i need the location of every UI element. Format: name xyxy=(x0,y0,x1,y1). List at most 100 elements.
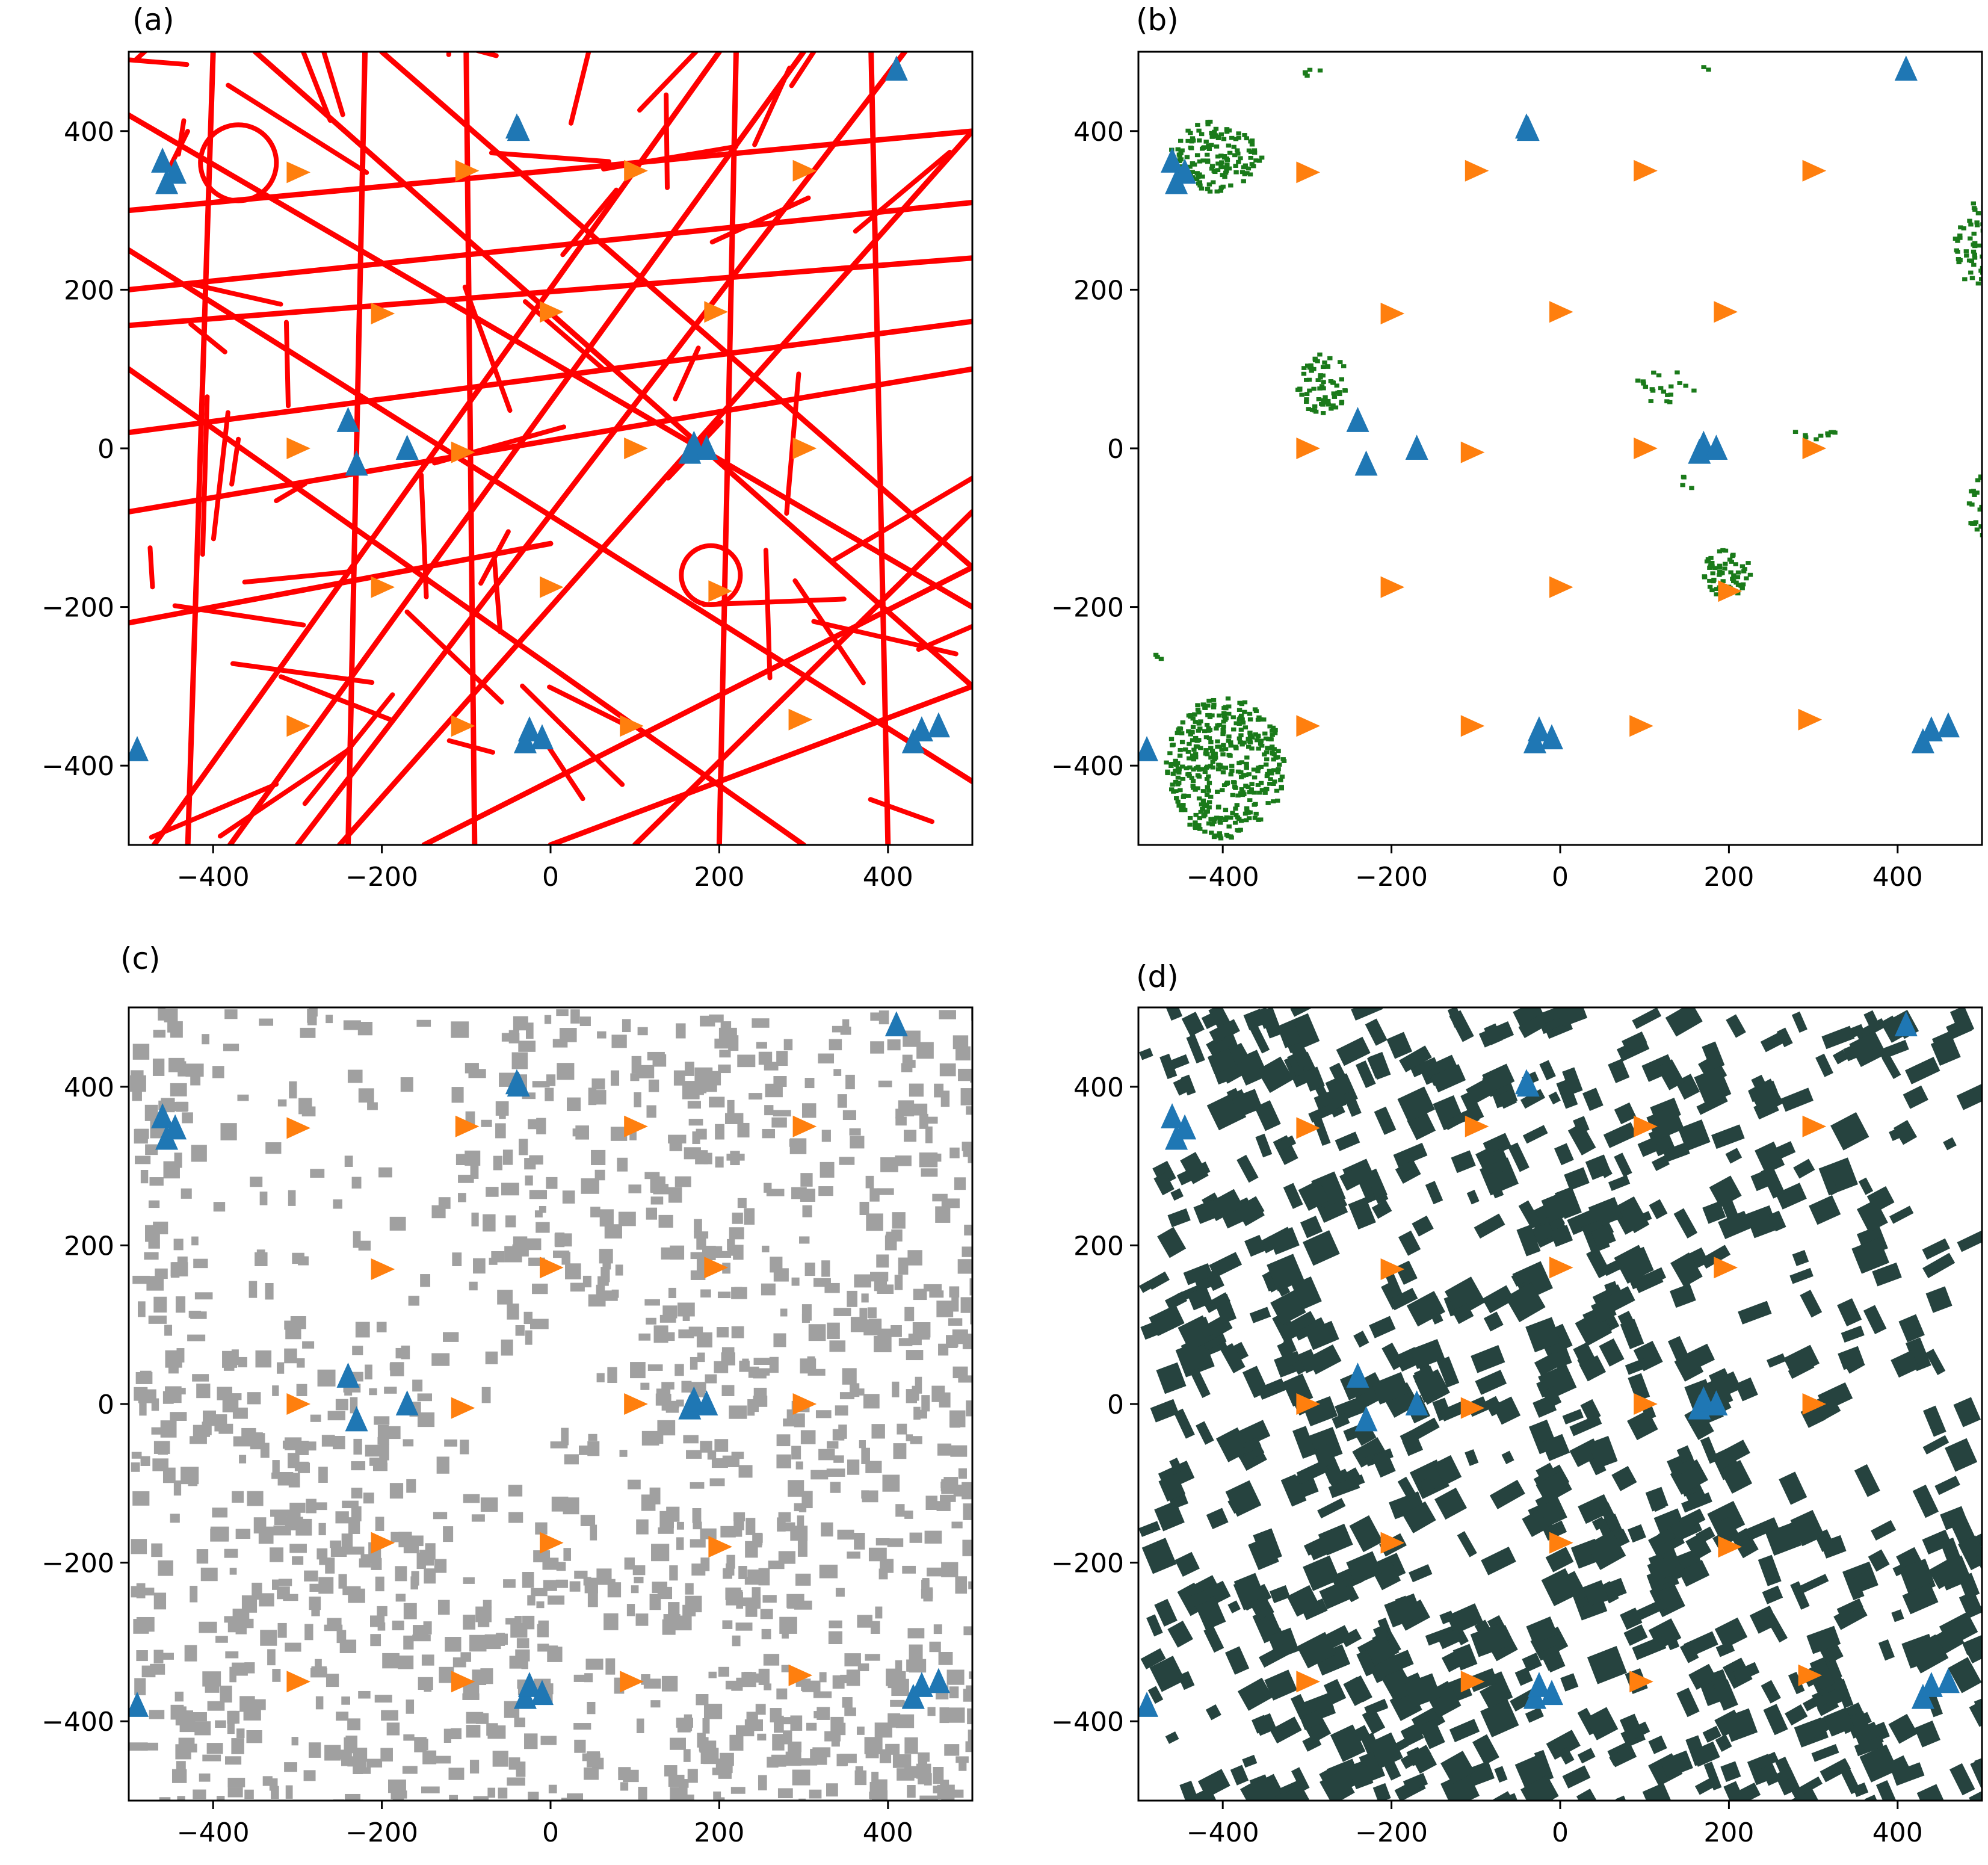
building-footprint xyxy=(1534,1749,1554,1781)
vegetation-cell xyxy=(1339,377,1345,382)
building-footprint xyxy=(1150,1399,1179,1423)
road-segment xyxy=(151,52,722,845)
building-footprint xyxy=(1313,1693,1335,1715)
building-block xyxy=(193,1789,206,1799)
building-block xyxy=(734,1287,742,1299)
vegetation-cell xyxy=(1191,767,1196,772)
vegetation-cell xyxy=(1677,381,1682,385)
triangle-right-marker xyxy=(624,438,648,459)
triangle-right-marker xyxy=(1380,576,1405,598)
building-block xyxy=(668,1187,682,1203)
vegetation-cell xyxy=(1173,779,1179,784)
building-block xyxy=(815,1410,832,1418)
panel-label: (d) xyxy=(1136,959,1179,994)
building-block xyxy=(637,1027,648,1036)
vegetation-cell xyxy=(1223,716,1229,721)
vegetation-cell xyxy=(1341,364,1347,368)
building-footprint xyxy=(1181,1339,1205,1368)
building-block xyxy=(436,1456,449,1474)
building-footprint xyxy=(1302,1066,1325,1092)
building-block xyxy=(898,1257,909,1275)
building-block xyxy=(842,1697,853,1708)
vegetation-cell xyxy=(1972,522,1978,526)
vegetation-cell xyxy=(1205,764,1211,769)
road-segment xyxy=(568,52,591,126)
building-block xyxy=(622,1019,631,1033)
building-footprint xyxy=(1283,1338,1297,1355)
building-block xyxy=(289,1544,307,1553)
vegetation-cell xyxy=(1957,236,1963,240)
vegetation-cell xyxy=(1247,717,1253,722)
vegetation-cell xyxy=(1980,265,1982,270)
building-block xyxy=(752,1587,761,1604)
vegetation-cell xyxy=(1224,158,1230,162)
vegetation-cell xyxy=(1209,166,1215,171)
building-footprint xyxy=(1353,1331,1369,1348)
building-block xyxy=(162,1467,176,1483)
x-tick-label: −200 xyxy=(1355,1817,1428,1848)
building-block xyxy=(591,1149,606,1165)
building-block xyxy=(795,1573,811,1586)
vegetation-cell xyxy=(1181,803,1186,807)
building-block xyxy=(733,1520,744,1530)
building-footprint xyxy=(1323,1678,1347,1705)
building-footprint xyxy=(1147,1686,1164,1704)
building-footprint xyxy=(1620,1607,1643,1630)
building-footprint xyxy=(1179,1780,1202,1801)
vegetation-cell xyxy=(1229,769,1235,773)
building-block xyxy=(771,1117,787,1128)
building-block xyxy=(587,1592,598,1607)
building-footprint xyxy=(1437,1628,1463,1650)
vegetation-cell xyxy=(1195,707,1201,712)
building-block xyxy=(752,1018,770,1028)
building-block xyxy=(403,1734,415,1741)
building-block xyxy=(776,1688,788,1700)
building-block xyxy=(170,1412,187,1421)
triangle-up-marker xyxy=(1516,1071,1540,1097)
building-footprint xyxy=(1738,1301,1772,1325)
road-segment xyxy=(702,596,847,607)
building-block xyxy=(668,1134,687,1144)
vegetation-cell xyxy=(1972,493,1977,497)
building-block xyxy=(640,1382,650,1390)
building-block xyxy=(715,1124,724,1140)
building-footprint xyxy=(1646,1106,1685,1141)
building-footprint xyxy=(1824,1179,1839,1196)
building-footprint xyxy=(1694,1066,1732,1105)
building-block xyxy=(508,1512,523,1523)
building-footprint xyxy=(1280,1727,1292,1739)
building-footprint xyxy=(1402,1501,1436,1533)
building-footprint xyxy=(1608,1175,1631,1191)
vegetation-cell xyxy=(1978,277,1982,281)
y-tick-label: 0 xyxy=(1107,434,1124,465)
building-block xyxy=(818,1449,835,1461)
building-footprint xyxy=(1368,1051,1391,1080)
building-block xyxy=(785,1751,801,1766)
vegetation-cell xyxy=(1244,761,1249,766)
building-block xyxy=(691,1563,706,1576)
vegetation-cell xyxy=(1190,725,1196,729)
vegetation-cell xyxy=(1977,507,1982,512)
vegetation-cell xyxy=(1200,807,1205,811)
vegetation-cell xyxy=(1262,752,1267,757)
vegetation-cell xyxy=(1179,148,1185,153)
vegetation-cell xyxy=(1311,386,1317,391)
building-footprint xyxy=(1180,1152,1209,1184)
vegetation-cell xyxy=(1220,770,1226,775)
vegetation-cell xyxy=(1257,790,1262,795)
building-block xyxy=(244,1789,254,1799)
building-block xyxy=(636,1519,649,1535)
building-footprint xyxy=(1577,1748,1596,1764)
building-block xyxy=(341,1533,353,1550)
building-footprint xyxy=(1226,1087,1240,1101)
building-block xyxy=(342,1586,361,1595)
road-segment xyxy=(784,371,801,516)
vegetation-cell xyxy=(1242,700,1248,705)
triangle-up-marker xyxy=(1540,724,1563,750)
building-block xyxy=(845,1074,855,1090)
vegetation-cell xyxy=(1233,137,1239,141)
vegetation-cell xyxy=(1319,401,1324,406)
building-footprint xyxy=(1673,1208,1698,1239)
building-block xyxy=(402,1766,418,1774)
building-footprint xyxy=(1164,1291,1188,1310)
